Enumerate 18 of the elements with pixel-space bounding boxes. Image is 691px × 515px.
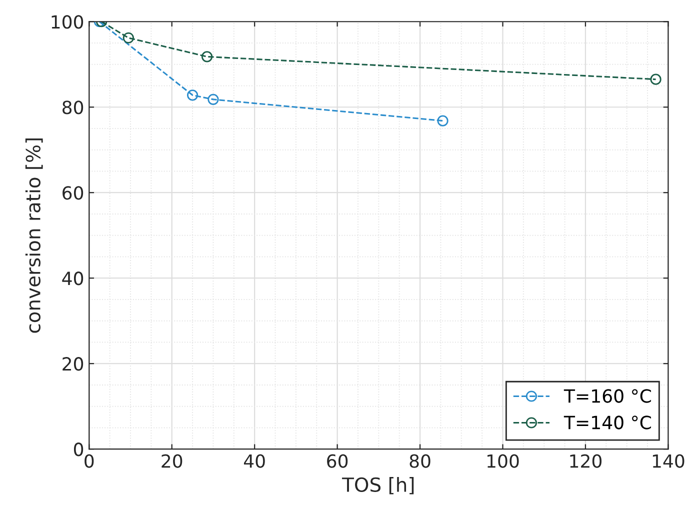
x-tick-label: 140 bbox=[652, 454, 684, 468]
legend-label: T=140 °C bbox=[564, 416, 651, 430]
x-tick-label: 60 bbox=[327, 454, 348, 468]
x-tick-label: 100 bbox=[488, 454, 519, 468]
y-tick-label: 0 bbox=[74, 442, 84, 456]
legend-label: T=160 °C bbox=[564, 389, 651, 403]
y-tick-label: 100 bbox=[52, 15, 84, 29]
y-axis-title: conversion ratio [%] bbox=[25, 138, 43, 333]
y-tick-label: 80 bbox=[62, 100, 84, 114]
x-tick-label: 40 bbox=[244, 454, 265, 468]
x-tick-label: 80 bbox=[410, 454, 430, 468]
x-tick-label: 20 bbox=[162, 454, 182, 468]
y-tick-label: 60 bbox=[62, 186, 84, 200]
x-axis-title: TOS [h] bbox=[342, 476, 414, 494]
x-tick-label: 0 bbox=[84, 454, 94, 468]
x-tick-label: 120 bbox=[570, 454, 602, 468]
y-tick-label: 40 bbox=[62, 272, 84, 286]
y-tick-label: 20 bbox=[62, 357, 84, 371]
